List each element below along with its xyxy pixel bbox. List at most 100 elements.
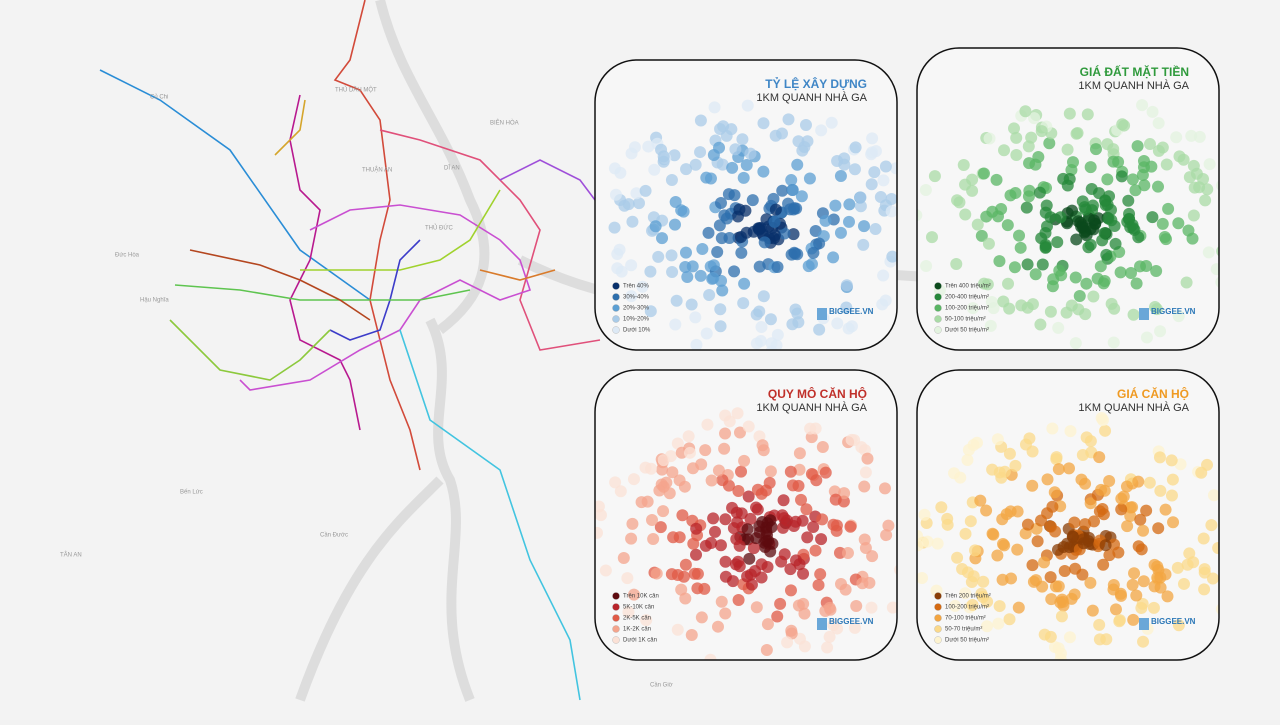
station-dot [1026, 298, 1039, 311]
legend-swatch [612, 282, 620, 290]
legend-label: 70-100 triệu/m² [945, 616, 986, 622]
station-dot [1210, 263, 1219, 276]
legend-label: 2K-5K căn [623, 616, 651, 622]
station-dot [1032, 150, 1045, 163]
station-dot [1055, 610, 1068, 623]
station-dot [1080, 431, 1093, 444]
station-dot [1014, 241, 1027, 254]
station-dot [737, 171, 750, 184]
station-dot [1026, 559, 1039, 572]
station-dot [1154, 325, 1167, 338]
station-dot [1084, 238, 1097, 251]
station-dot [750, 337, 763, 350]
station-dots [595, 407, 897, 660]
station-dot [1081, 108, 1094, 121]
station-dot [671, 623, 684, 636]
station-dot [819, 466, 832, 479]
station-dot [803, 172, 816, 185]
station-dot [737, 297, 750, 310]
map-labels: THỦ DẦU MỘT BIÊN HÒA THUẬN AN DĨ AN THỦ … [60, 87, 673, 689]
station-dot [761, 618, 774, 631]
brand-logo [817, 618, 827, 630]
station-dot [639, 184, 652, 197]
legend-label: 200-400 triệu/m² [945, 295, 989, 301]
station-dot [732, 593, 745, 606]
station-dot [885, 205, 897, 218]
station-dot [1052, 321, 1065, 334]
station-dot [1180, 276, 1193, 289]
station-dot [997, 537, 1010, 550]
panel-subtitle: 1KM QUANH NHÀ GA [756, 401, 867, 414]
station-dot [1195, 466, 1208, 479]
station-dot [990, 173, 1003, 186]
station-dot [763, 476, 776, 489]
station-dot [919, 184, 932, 197]
station-dot [668, 149, 681, 162]
station-dot [1026, 479, 1039, 492]
station-dot [738, 277, 751, 290]
station-dot [764, 313, 777, 326]
station-dot [1052, 642, 1065, 655]
station-dot [1171, 561, 1184, 574]
legend-swatch [934, 282, 942, 290]
station-dot [848, 163, 861, 176]
station-dot [764, 514, 777, 527]
station-dot [877, 174, 890, 187]
station-dot [816, 441, 829, 454]
station-dot [807, 521, 820, 534]
legend-label: 30%-40% [623, 295, 650, 301]
station-dot [1063, 172, 1076, 185]
legend-swatch [612, 614, 620, 622]
station-dot [1165, 489, 1178, 502]
station-dot [1202, 246, 1215, 259]
station-dot [998, 465, 1011, 478]
station-dot [757, 290, 770, 303]
station-dot [750, 532, 763, 545]
station-dot [1126, 578, 1139, 591]
station-dot [726, 161, 739, 174]
station-dot [719, 607, 732, 620]
station-dot [625, 290, 638, 303]
station-dot [819, 604, 832, 617]
station-dot [657, 454, 670, 467]
station-dot [622, 606, 635, 619]
station-dot [777, 494, 790, 507]
station-dot [687, 537, 700, 550]
legend-label: Trên 200 triệu/m² [945, 594, 991, 600]
station-dot [1053, 264, 1066, 277]
station-dot [834, 226, 847, 239]
station-dot [1052, 463, 1065, 476]
station-dot [718, 209, 731, 222]
station-dot [1098, 227, 1111, 240]
station-dot [694, 146, 707, 159]
station-dot [715, 595, 728, 608]
station-dot [991, 433, 1004, 446]
station-dot [810, 474, 823, 487]
station-dot [878, 482, 891, 495]
station-dot [986, 527, 999, 540]
station-dot [689, 311, 702, 324]
station-dot [1093, 618, 1106, 631]
station-dot [750, 308, 763, 321]
station-dot [791, 158, 804, 171]
station-dot [595, 509, 607, 522]
station-dot [1114, 266, 1127, 279]
legend-label: 10%-20% [623, 317, 650, 323]
station-dot [665, 568, 678, 581]
station-dot [1160, 158, 1173, 171]
station-dot [1103, 475, 1116, 488]
station-dot [666, 466, 679, 479]
station-dot [1212, 542, 1219, 555]
station-dots [917, 99, 1219, 350]
station-dot [1165, 454, 1178, 467]
station-dot [868, 166, 881, 179]
station-dot [1100, 248, 1113, 261]
station-dot [1046, 280, 1059, 293]
station-dot [735, 465, 748, 478]
station-dot [1022, 140, 1035, 153]
station-dot [690, 522, 703, 535]
station-dot [1021, 518, 1034, 531]
panel-border [916, 369, 1220, 661]
station-dot [1066, 204, 1079, 217]
station-dot [1140, 504, 1153, 517]
